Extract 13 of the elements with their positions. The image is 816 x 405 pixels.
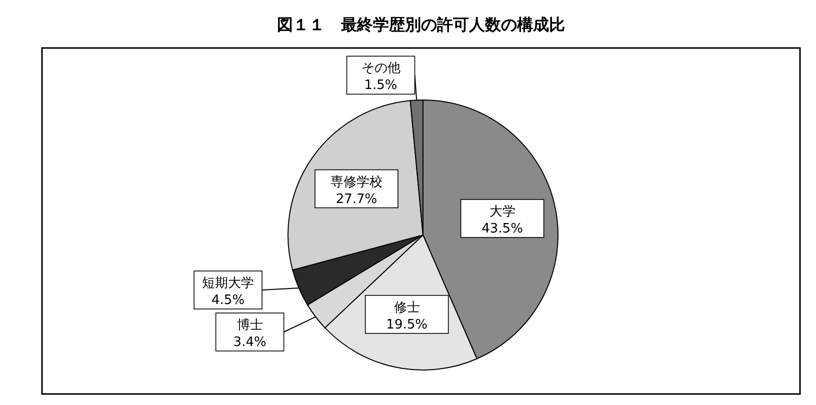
data-label: 19.5% <box>386 317 428 332</box>
chart-title: 図１１ 最終学歴別の許可人数の構成比 <box>277 15 565 34</box>
slice-label: その他 <box>361 61 400 76</box>
data-label: 4.5% <box>212 292 245 308</box>
data-label: 43.5% <box>482 221 523 236</box>
slice-label: 修士 <box>394 300 420 316</box>
data-label: 3.4% <box>233 334 266 350</box>
slice-label: 専修学校 <box>330 174 382 190</box>
data-label: 27.7% <box>336 192 378 207</box>
legend-label: 博士 <box>236 318 263 333</box>
slice-label: 短期大学 <box>202 276 254 291</box>
data-label: 1.5% <box>364 78 398 94</box>
slice-label: 大学 <box>489 204 516 220</box>
